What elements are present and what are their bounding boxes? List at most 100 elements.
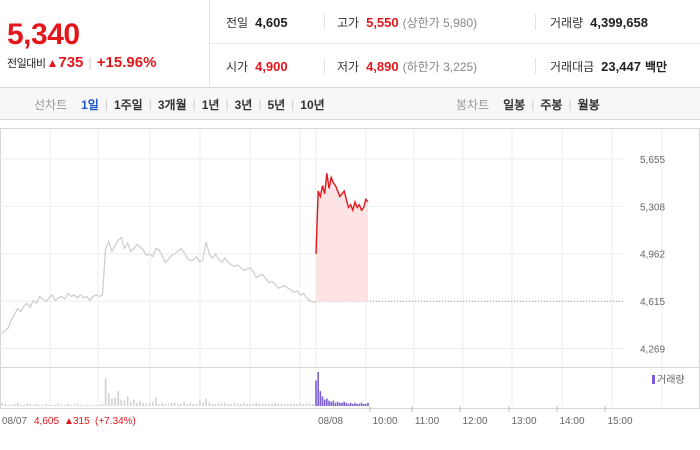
volume-legend-swatch bbox=[652, 375, 655, 384]
volume-bar-prev bbox=[32, 404, 35, 406]
volume-bar-prev bbox=[227, 403, 229, 406]
volume-label: 거래량 bbox=[550, 15, 584, 30]
line-tab-6[interactable]: 10년 bbox=[300, 97, 325, 112]
tab-separator: | bbox=[568, 97, 572, 111]
volume-bar-today bbox=[341, 402, 343, 406]
volume-bar-prev bbox=[202, 402, 204, 406]
volume-bar-prev bbox=[221, 403, 223, 406]
x-tick-label: 13:00 bbox=[511, 416, 536, 427]
line-tab-2[interactable]: 3개월 bbox=[157, 97, 187, 112]
volume-bar-prev bbox=[145, 403, 148, 406]
volume-bar-prev bbox=[195, 403, 198, 406]
volume-bar-prev bbox=[268, 403, 270, 406]
line-tab-list: 1일 | 1주일 | 3개월 | 1년 | 3년 | 5년 | 10년 bbox=[81, 96, 325, 113]
volume-bar-prev bbox=[299, 402, 302, 406]
x-tick-label: 10:00 bbox=[372, 416, 397, 427]
quote-row-1: 전일 4,605 고가 5,550 (상한가 5,980) 거래량 4,399,… bbox=[210, 0, 700, 44]
trading-value-value: 23,447 bbox=[601, 58, 641, 74]
volume-bar-prev bbox=[249, 403, 251, 406]
volume-bar-prev bbox=[208, 402, 211, 406]
volume-bar-prev bbox=[117, 391, 119, 406]
volume-bar-prev bbox=[293, 403, 295, 406]
volume-bar-prev bbox=[155, 397, 157, 406]
volume-bar-today bbox=[347, 403, 350, 406]
volume-bar-prev bbox=[79, 404, 82, 406]
volume-bar-prev bbox=[233, 402, 236, 406]
volume-bar-prev bbox=[4, 403, 6, 406]
x-tick-label: 11:00 bbox=[415, 416, 440, 427]
line-tab-0[interactable]: 1일 bbox=[81, 97, 99, 112]
y-tick-label: 4,615 bbox=[640, 297, 665, 308]
volume-bar-prev bbox=[13, 403, 16, 406]
candle-tab-1[interactable]: 주봉 bbox=[540, 97, 563, 112]
line-tab-5[interactable]: 5년 bbox=[267, 97, 286, 112]
volume-bar-prev bbox=[164, 403, 167, 406]
line-tab-1[interactable]: 1주일 bbox=[113, 97, 143, 112]
volume-bar-prev bbox=[277, 403, 280, 406]
open-cell: 시가 4,900 bbox=[226, 44, 288, 88]
current-price: 5,340 bbox=[7, 18, 80, 51]
candle-tab-list: 일봉 | 주봉 | 월봉 bbox=[503, 96, 600, 113]
high-cell: 고가 5,550 (상한가 5,980) bbox=[337, 0, 477, 44]
volume-bar-prev bbox=[158, 403, 160, 406]
volume-bar-prev bbox=[35, 403, 38, 406]
volume-bar-prev bbox=[129, 401, 132, 406]
volume-bar-prev bbox=[98, 404, 101, 406]
candle-chart-tabs: 봉차트 일봉 | 주봉 | 월봉 bbox=[456, 88, 600, 120]
volume-bar-prev bbox=[286, 403, 289, 406]
trading-value-unit: 백만 bbox=[644, 59, 668, 74]
volume-bar-prev bbox=[26, 403, 28, 406]
tab-separator: | bbox=[192, 97, 196, 111]
tab-separator: | bbox=[104, 97, 108, 111]
volume-bar-prev bbox=[283, 403, 286, 406]
line-tab-3[interactable]: 1년 bbox=[201, 97, 220, 112]
candle-tab-2[interactable]: 월봉 bbox=[577, 97, 600, 112]
volume-bar-prev bbox=[73, 404, 76, 406]
volume-bar-today bbox=[328, 400, 330, 406]
volume-bar-today bbox=[319, 391, 322, 406]
change-amount: 735 bbox=[58, 54, 84, 71]
prev-day-price-line bbox=[1, 236, 317, 334]
volume-bar-prev bbox=[126, 396, 129, 406]
volume-bar-prev bbox=[48, 404, 50, 406]
volume-bar-prev bbox=[180, 403, 182, 406]
volume-bar-prev bbox=[239, 403, 242, 406]
y-tick-label: 4,962 bbox=[640, 250, 665, 261]
intraday-chart: 5,655 5,308 4,962 4,615 4,269 거래량 08/07 08/08 10… bbox=[0, 128, 700, 427]
tab-separator: | bbox=[291, 97, 295, 111]
volume-bar-prev bbox=[148, 402, 151, 406]
volume-bar-prev bbox=[242, 402, 245, 406]
volume-bar-prev bbox=[82, 404, 85, 406]
volume-bar-prev bbox=[217, 402, 220, 406]
volume-bar-today bbox=[334, 402, 337, 406]
change-label: 전일대비 bbox=[7, 57, 46, 70]
volume-bar-today bbox=[332, 400, 335, 406]
prev-close-cell: 전일 4,605 bbox=[226, 0, 288, 44]
trading-value-label: 거래대금 bbox=[550, 59, 595, 74]
volume-bar-prev bbox=[312, 403, 314, 406]
volume-bar-today bbox=[367, 402, 369, 406]
candle-tab-0[interactable]: 일봉 bbox=[503, 97, 526, 112]
up-triangle-icon: ▲ bbox=[46, 55, 59, 70]
volume-bar-prev bbox=[252, 403, 254, 406]
volume-legend-label: 거래량 bbox=[657, 374, 685, 386]
y-tick-label: 5,308 bbox=[640, 202, 665, 213]
line-chart-heading: 선차트 bbox=[34, 97, 68, 112]
volume-bar-prev bbox=[271, 403, 273, 406]
line-tab-4[interactable]: 3년 bbox=[234, 97, 253, 112]
chart-tabs-bar: 선차트 1일 | 1주일 | 3개월 | 1년 | 3년 | 5년 | 10년 봉차트 일봉 | 주봉 | 월봉 bbox=[0, 88, 700, 120]
cell-divider bbox=[535, 58, 536, 74]
open-label: 시가 bbox=[226, 59, 249, 74]
prev-day-change: 315 bbox=[73, 416, 90, 427]
high-label: 고가 bbox=[337, 15, 360, 30]
volume-bar-prev bbox=[236, 403, 239, 406]
y-tick-label: 4,269 bbox=[640, 345, 665, 356]
today-date-label: 08/08 bbox=[318, 416, 343, 427]
today-price-fill bbox=[316, 173, 368, 302]
volume-bar-prev bbox=[29, 403, 32, 406]
volume-bar-prev bbox=[211, 403, 214, 406]
volume-bar-prev bbox=[57, 403, 60, 406]
quote-row-2: 시가 4,900 저가 4,890 (하한가 3,225) 거래대금 23,44… bbox=[210, 44, 700, 88]
volume-bar-today bbox=[360, 402, 363, 406]
volume-cell: 거래량 4,399,658 bbox=[550, 0, 648, 44]
